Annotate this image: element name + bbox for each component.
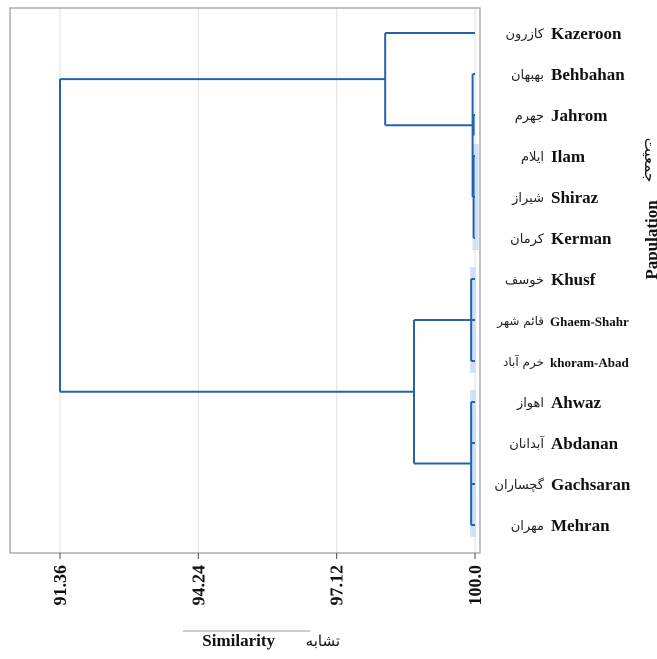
- leaf-label-2: Jahrom: [551, 106, 607, 125]
- leaf-label-3: Ilam: [551, 147, 585, 166]
- leaf-label-0: Kazeroon: [551, 24, 622, 43]
- x-axis-title-fa: تشابه: [306, 632, 340, 650]
- tick-label-0: 91.36: [50, 565, 70, 606]
- y-axis-title: Papulation: [642, 200, 657, 280]
- leaf-label-fa-3: ایلام: [521, 150, 544, 165]
- leaf-label-4: Shiraz: [551, 188, 599, 207]
- leaf-label-fa-9: اهواز: [516, 396, 544, 411]
- plot-frame: [9, 7, 481, 554]
- leaf-label-fa-8: خرم آباد: [503, 354, 544, 370]
- leaf-label-1: Behbahan: [551, 65, 625, 84]
- leaf-label-fa-12: مهران: [511, 519, 544, 534]
- leaf-label-6: Khusf: [551, 270, 596, 289]
- tick-label-2: 97.12: [327, 565, 347, 606]
- leaf-label-8: khoram-Abad: [550, 355, 630, 370]
- leaf-labels: کازرون Kazeroon بهبهان Behbahan جهرم Jahrom ای…: [494, 24, 630, 535]
- cluster-highlight-c5: [470, 390, 477, 537]
- leaf-label-fa-7: قائم شهر: [496, 314, 544, 329]
- y-axis-title-fa: جمعیت: [641, 138, 657, 182]
- leaf-label-fa-5: کرمان: [510, 232, 545, 247]
- leaf-label-fa-4: شیراز: [511, 191, 544, 206]
- x-axis-ticks: 91.36 94.24 97.12 100.0: [50, 553, 485, 606]
- leaf-label-12: Mehran: [551, 516, 610, 535]
- leaf-label-fa-0: کازرون: [505, 27, 544, 42]
- grid-lines: [59, 8, 476, 553]
- leaf-label-fa-10: آبدانان: [509, 435, 545, 452]
- leaf-label-fa-1: بهبهان: [511, 68, 544, 83]
- cluster-highlight-c1: [472, 144, 479, 250]
- tick-label-1: 94.24: [188, 565, 208, 606]
- x-axis-title: Similarity: [202, 631, 275, 650]
- leaf-label-fa-2: جهرم: [515, 109, 544, 124]
- leaf-label-7: Ghaem-Shahr: [550, 314, 629, 329]
- leaf-label-10: Abdanan: [551, 434, 619, 453]
- leaf-label-5: Kerman: [551, 229, 612, 248]
- leaf-label-11: Gachsaran: [551, 475, 631, 494]
- leaf-label-9: Ahwaz: [551, 393, 602, 412]
- leaf-label-fa-11: گچساران: [494, 477, 544, 493]
- tick-label-3: 100.0: [465, 565, 485, 606]
- dendrogram-branches: [59, 32, 475, 526]
- leaf-label-fa-6: خوسف: [505, 273, 544, 288]
